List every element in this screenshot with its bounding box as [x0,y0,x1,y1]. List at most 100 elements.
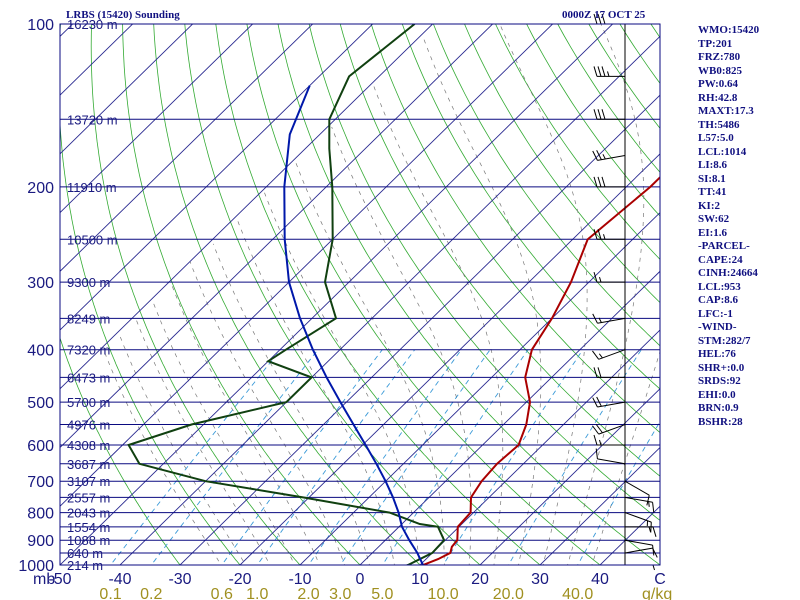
height-level-label: 4976 m [67,418,110,433]
wind-barb-flag [650,522,652,533]
isotherm-line [479,388,660,565]
mixing-ratio-tick-label: 5.0 [371,586,393,600]
mixing-ratio-tick-label: 40.0 [562,586,593,600]
index-row: LI:8.6 [698,159,728,171]
wind-barb-flag [597,229,602,240]
pressure-tick-label: 500 [27,395,54,412]
index-row: EI:1.6 [698,226,728,239]
mixing-ratio-line [109,349,281,565]
wind-barb-flag [592,425,600,435]
mixing-ratio-tick-label: 0.6 [211,586,233,600]
height-level-label: 7320 m [67,343,110,358]
wind-barb-half-flag [598,353,603,359]
index-row: L57:5.0 [698,132,734,144]
mixing-ratio-line [221,349,383,565]
index-row: -WIND- [698,321,737,333]
mixing-ratio-line [307,349,462,565]
wind-barb-flag [596,396,602,407]
temperature-tick-label: -40 [108,571,131,588]
isotherm-line [60,24,554,507]
mixing-ratio-line [442,349,584,565]
dry-adiabat-line [339,24,660,477]
wind-barb-flag [595,424,603,434]
index-row: LCL:953 [698,280,741,293]
wind-barb-half-flag [599,439,602,446]
temperature-tick-label: -30 [168,571,191,588]
index-row: HEL:76 [698,348,736,360]
pressure-tick-label: 800 [27,506,54,523]
isotherm-line [539,446,660,565]
mixing-ratio-tick-label: 10.0 [428,586,459,600]
index-row: -PARCEL- [698,240,750,252]
chart-title: LRBS (15420) Sounding [66,9,180,21]
wind-barb-half-flag [607,71,610,77]
index-row: CINH:24664 [698,267,758,279]
pressure-tick-label: 200 [27,180,54,197]
index-row: LCL:1014 [698,145,747,158]
isotherm-line [60,24,194,155]
wind-barb-shaft [597,401,626,408]
wind-barb-shaft [624,480,650,496]
wind-barb-shaft [597,154,626,161]
wind-barb-half-flag [598,317,602,323]
temperature-tick-label: 30 [531,571,549,588]
isobars [60,24,660,565]
dry-adiabat-line [464,24,660,304]
pressure-tick-label: 1000 [18,558,54,575]
temperature-tick-label: 10 [411,571,429,588]
dry-adiabat-line [215,24,541,565]
stability-indices-panel: WMO:15420 TP:201 FRZ:780 WB0:825 PW:0.64 RH:4… [698,24,798,429]
wind-barb-flag [601,109,606,120]
moist-adiabat-line [264,192,420,565]
wind-barb-flag [597,367,602,378]
moist-adiabat-line [170,281,320,565]
moist-adiabat-line [295,161,445,565]
height-level-label: 3107 m [67,474,110,489]
wind-barb-flag [592,397,598,408]
index-row: WB0:825 [698,64,742,77]
wind-barb-flag [593,229,598,240]
wind-barb-half-flag [603,234,606,240]
mixing-ratio-line [339,349,491,565]
index-row: TH:5486 [698,118,740,131]
index-row: CAP:8.6 [698,294,739,306]
mixing-ratio-line [150,349,319,565]
isotherm-line [119,35,660,565]
temperature-tick-label: -50 [48,571,71,588]
wind-barb-half-flag [599,276,602,283]
temperature-tick-label: 0 [356,571,365,588]
wind-barb-flag [601,66,606,77]
height-level-label: 214 m [67,558,103,573]
dry-adiabat-line [308,24,660,521]
plot-background [60,24,660,565]
wind-barb-flag [597,13,602,25]
wind-barb-flag [601,13,606,25]
dry-adiabat-line [401,24,660,390]
moist-adiabat-line [567,24,645,565]
wind-barb-flag [597,109,602,120]
height-level-label: 9300 m [67,275,110,290]
index-row: SRDS:92 [698,375,741,387]
mixing-ratio-line [256,349,416,565]
profile-series [127,24,660,565]
height-level-label: 3687 m [67,457,110,472]
mixing-ratio-tick-label: 1.0 [246,586,268,600]
wind-barb-flag [652,526,657,537]
height-level-label: 6473 m [67,370,110,385]
wind-barb-shaft [624,512,652,523]
pressure-tick-label: 600 [27,438,54,455]
dry-adiabat-line [495,24,660,260]
temperature-tick-label: 20 [471,571,489,588]
isotherm-line [419,329,660,565]
pressure-tick-label: 700 [27,474,54,491]
index-row: TT:41 [698,186,727,198]
wind-barb-flag [592,313,598,324]
wind-barb-shaft [597,317,626,324]
isotherm-line [60,24,494,449]
index-row: WMO:15420 [698,24,760,36]
moist-adiabat-line [119,334,247,565]
pressure-tick-label: 300 [27,275,54,292]
index-row: BRN:0.9 [698,402,739,414]
